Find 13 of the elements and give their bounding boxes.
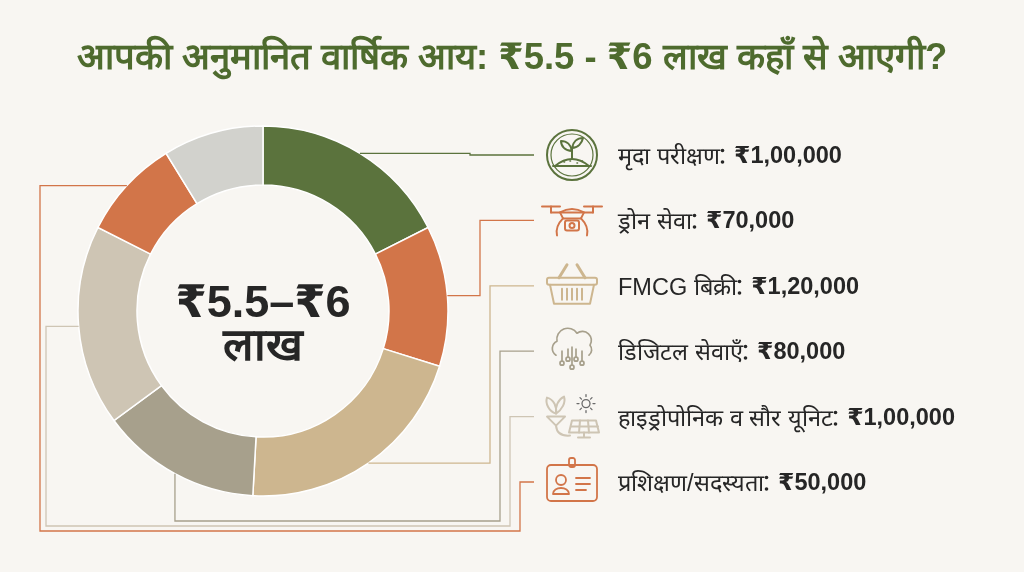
legend-label: हाइड्रोपोनिक व सौर यूनिट: [618, 403, 833, 433]
data-label: ₹50,000: [778, 469, 867, 495]
data-label: ₹1,00,000: [734, 142, 842, 168]
data-label: ₹1,20,000: [751, 272, 860, 299]
legend-label: FMCG बिक्री: [618, 272, 737, 302]
legend-label: मृदा परीक्षण: [618, 142, 720, 171]
legend-label: ड्रोन सेवा: [618, 207, 692, 237]
data-label: ₹70,000: [706, 207, 795, 234]
text: ₹5.5–₹6 लाख: [175, 276, 351, 370]
data-label: ₹80,000: [757, 338, 846, 365]
legend-label: डिजिटल सेवाएँ: [618, 338, 743, 368]
legend-label: प्रशिक्षण/सदस्यता: [618, 469, 764, 498]
data-label: ₹1,00,000: [847, 403, 955, 430]
